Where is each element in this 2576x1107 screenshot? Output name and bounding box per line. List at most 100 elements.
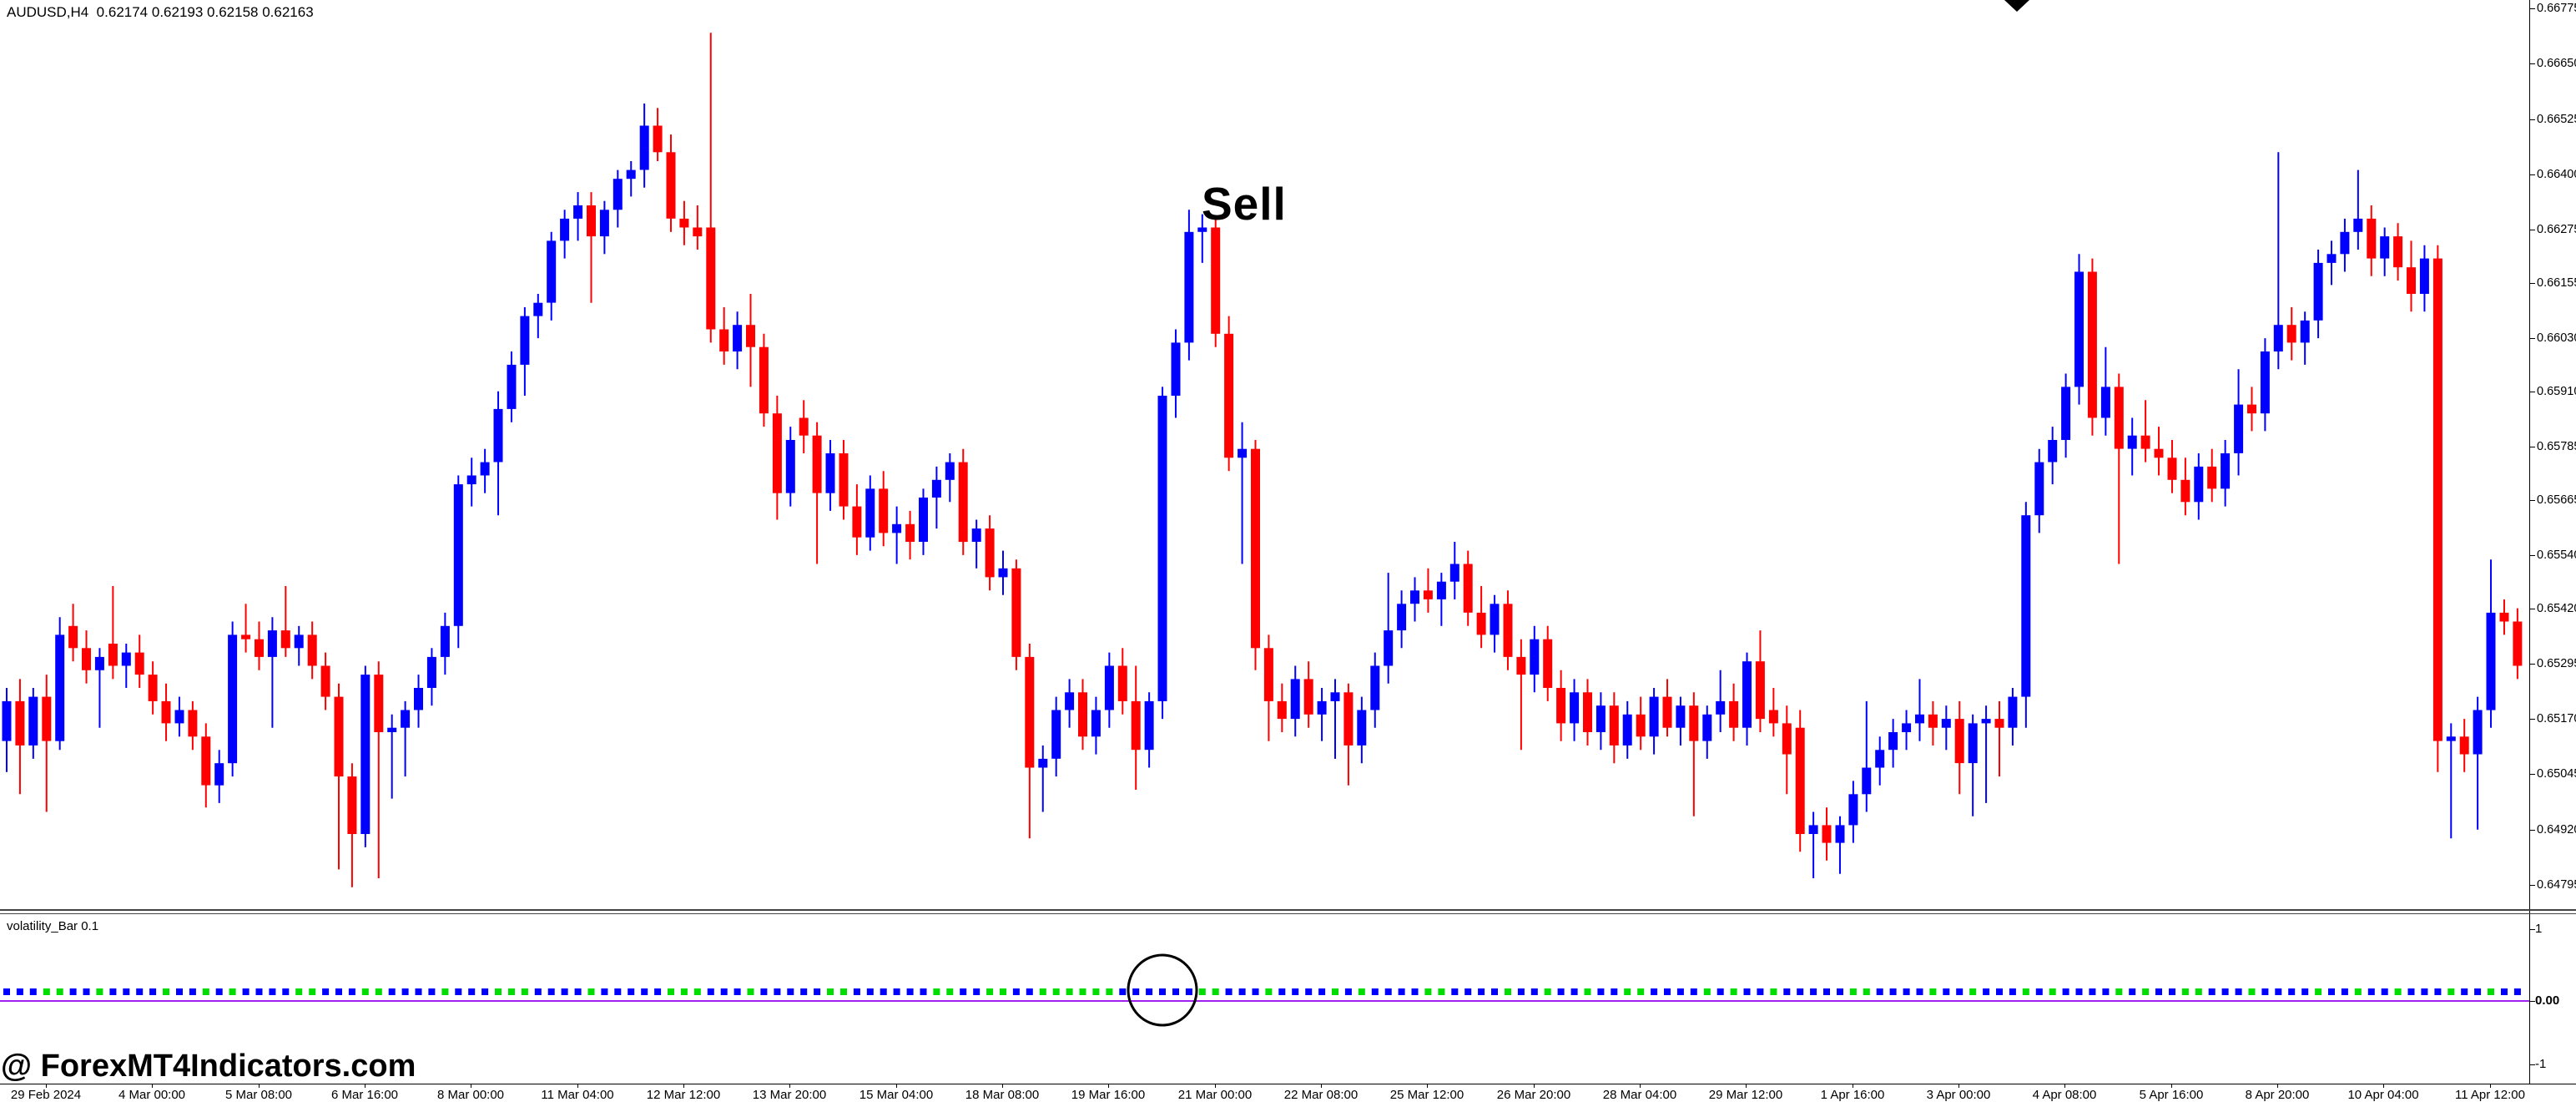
candle-body: [1370, 665, 1380, 710]
candle-body: [201, 736, 211, 786]
candle-body: [2194, 466, 2204, 503]
candle-body: [1994, 719, 2004, 728]
volatility-dot: [1198, 988, 1206, 995]
volatility-dot: [1624, 988, 1631, 995]
price-axis-tick: [2529, 8, 2535, 9]
candle-body: [94, 656, 104, 670]
candle-body: [453, 484, 463, 626]
indicator-axis-tick: [2529, 1001, 2535, 1002]
volatility-dot: [2474, 988, 2482, 995]
candle-body: [1583, 692, 1592, 732]
candle-body: [440, 625, 450, 657]
volatility-dot: [1265, 988, 1273, 995]
candle-body: [1131, 700, 1141, 751]
volatility-dot: [1517, 988, 1525, 995]
candle-body: [1423, 590, 1433, 599]
candle-body: [2367, 218, 2377, 259]
time-axis-label: 28 Mar 04:00: [1602, 1088, 1677, 1102]
candle-body: [2127, 435, 2137, 449]
price-axis-tick: [2529, 774, 2535, 776]
panel-separator-top[interactable]: [0, 909, 2576, 911]
candle-body: [121, 652, 131, 666]
volatility-dot: [123, 988, 130, 995]
candle-body: [1197, 227, 1207, 232]
candle-body: [1490, 604, 1500, 635]
candlestick-chart[interactable]: [0, 0, 2529, 911]
volatility-dot: [1079, 988, 1086, 995]
volatility-dot: [1570, 988, 1578, 995]
candle-body: [68, 625, 78, 649]
candle-body: [1171, 342, 1181, 396]
candle-body: [480, 462, 490, 476]
time-axis-tick: [683, 1084, 684, 1088]
candle-body: [839, 453, 849, 507]
candle-body: [1968, 723, 1978, 764]
volatility-dot: [1438, 988, 1445, 995]
candle-body: [945, 462, 955, 480]
volatility-dot: [2275, 988, 2282, 995]
volatility-dot: [229, 988, 236, 995]
volatility-dot: [29, 988, 37, 995]
candle-body: [1782, 723, 1792, 755]
candle-body: [520, 316, 530, 365]
volatility-dot: [1664, 988, 1671, 995]
volatility-dot: [853, 988, 860, 995]
volatility-dot: [960, 988, 967, 995]
volatility-dot: [986, 988, 994, 995]
volatility-dot: [1358, 988, 1365, 995]
candle-body: [108, 644, 118, 666]
volatility-dot: [2035, 988, 2043, 995]
volatility-dot: [906, 988, 914, 995]
volatility-dot: [774, 988, 781, 995]
time-axis-label: 12 Mar 12:00: [646, 1088, 721, 1102]
time-axis-label: 21 Mar 00:00: [1177, 1088, 1253, 1102]
candle-body: [2486, 612, 2496, 710]
candle-body: [2407, 267, 2416, 294]
time-axis-label: 4 Apr 08:00: [2032, 1088, 2097, 1102]
price-axis-label: 0.64795: [2537, 878, 2576, 892]
candle-body: [82, 648, 91, 670]
candle-body: [1636, 714, 1646, 737]
candle-body: [759, 346, 769, 414]
volatility-dot: [1318, 988, 1326, 995]
volatility-indicator-chart[interactable]: [0, 916, 2529, 1084]
volatility-dot: [547, 988, 555, 995]
volatility-dot: [1597, 988, 1605, 995]
candle-body: [2326, 254, 2337, 263]
candle-body: [28, 696, 38, 746]
candle-body: [214, 763, 224, 786]
indicator-axis-tick: [2529, 1064, 2535, 1065]
candle-body: [626, 169, 636, 179]
volatility-dot: [1000, 988, 1006, 995]
panel-separator-bottom: [0, 913, 2576, 914]
candle-body: [1317, 700, 1327, 715]
time-axis-label: 13 Mar 20:00: [752, 1088, 827, 1102]
candle-body: [1051, 710, 1061, 759]
volatility-dot: [561, 988, 568, 995]
price-axis-label: 0.66275: [2537, 223, 2576, 237]
candle-body: [267, 630, 277, 657]
time-axis-tick: [2064, 1084, 2065, 1088]
volatility-dot: [2328, 988, 2335, 995]
volatility-dot: [16, 988, 23, 995]
down-arrow-icon: [2004, 0, 2029, 12]
candle-body: [1277, 700, 1287, 720]
volatility-dot: [255, 988, 263, 995]
candle-body: [547, 240, 557, 303]
candle-body: [1902, 723, 1912, 732]
candle-body: [1570, 692, 1580, 724]
volatility-dot: [733, 988, 741, 995]
volatility-dot: [747, 988, 754, 995]
watermark: @ ForexMT4Indicators.com: [1, 1049, 416, 1084]
time-axis-tick: [259, 1084, 260, 1088]
indicator-label: volatility_Bar 0.1: [7, 919, 99, 933]
volatility-dot: [1889, 988, 1897, 995]
candle-body: [55, 634, 65, 741]
volatility-dot: [614, 988, 622, 995]
candle-body: [1689, 705, 1699, 741]
candle-body: [1875, 750, 1885, 768]
candle-body: [2087, 271, 2097, 418]
candle-body: [1649, 696, 1659, 737]
volatility-dot: [441, 988, 449, 995]
